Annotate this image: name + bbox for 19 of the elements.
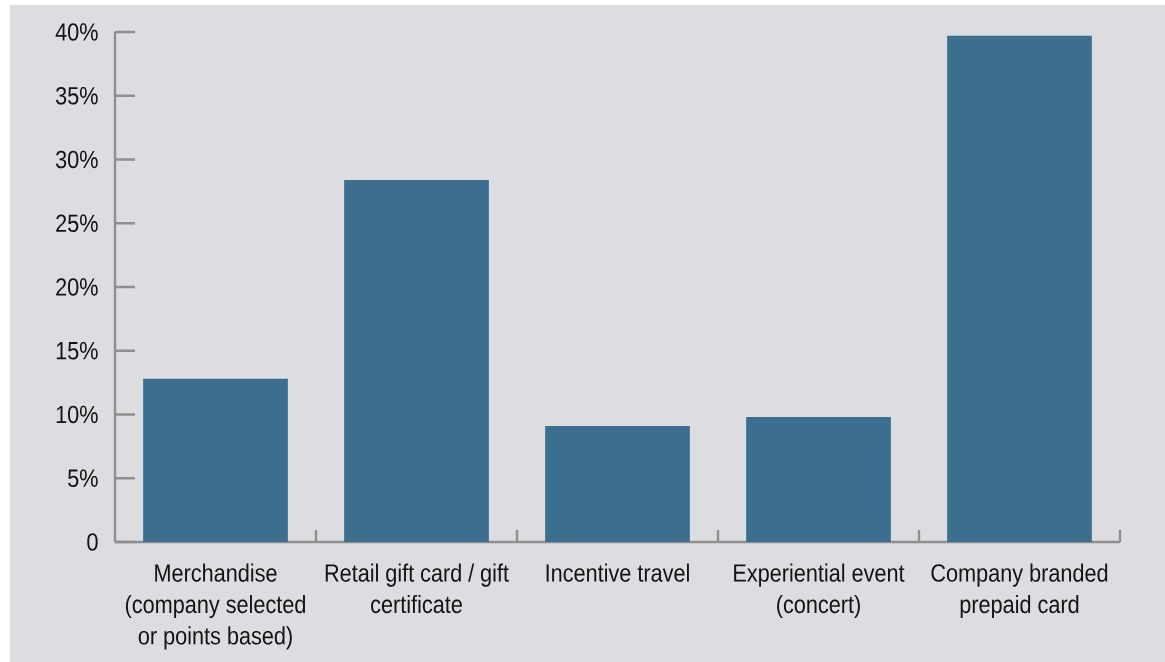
bar bbox=[545, 425, 690, 542]
y-tick-label: 0 bbox=[87, 533, 98, 551]
y-tick-label: 20% bbox=[56, 278, 98, 296]
y-tick-label: 25% bbox=[56, 214, 98, 233]
bar bbox=[344, 179, 489, 542]
x-tick-label: Retail gift card / gift certificate bbox=[325, 563, 509, 614]
y-tick-label: 10% bbox=[56, 405, 98, 424]
y-tick-label: 30% bbox=[55, 150, 98, 169]
bar bbox=[947, 35, 1092, 542]
x-tick-label: Merchandise (company selected or points based) bbox=[125, 563, 305, 650]
y-tick-label: 5% bbox=[68, 469, 98, 487]
y-tick-label: 15% bbox=[56, 341, 98, 360]
x-tick-label: Experiential event (concert) bbox=[734, 563, 905, 619]
x-tick-label: Company branded prepaid card bbox=[931, 563, 1108, 619]
bar bbox=[143, 378, 288, 542]
bar bbox=[746, 417, 891, 542]
y-tick-label: 40% bbox=[55, 23, 98, 41]
x-tick-label: Incentive travel bbox=[546, 563, 689, 582]
y-tick-label: 35% bbox=[55, 86, 98, 105]
